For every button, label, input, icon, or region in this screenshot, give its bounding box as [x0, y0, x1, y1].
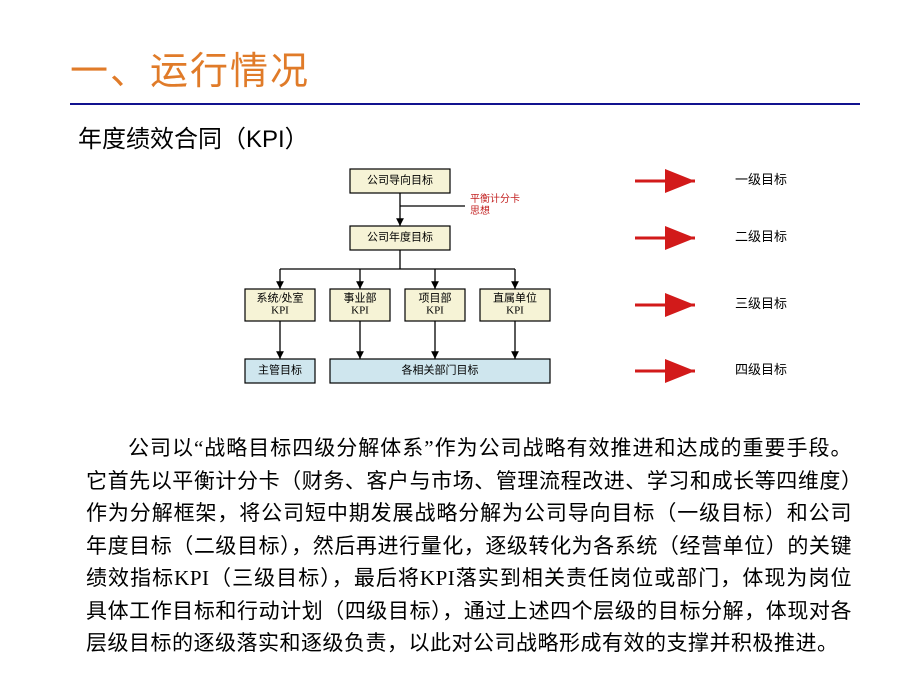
svg-text:主管目标: 主管目标 [258, 363, 302, 377]
diagram-container: 公司导向目标公司年度目标系统/处室KPI事业部KPI项目部KPI直属单位KPI主… [240, 164, 860, 404]
svg-text:KPI: KPI [271, 305, 289, 317]
svg-text:二级目标: 二级目标 [735, 229, 787, 244]
svg-text:公司导向目标: 公司导向目标 [367, 173, 433, 187]
subtitle: 年度绩效合同（KPI） [78, 119, 860, 154]
svg-text:事业部: 事业部 [344, 291, 377, 305]
svg-text:项目部: 项目部 [419, 291, 452, 305]
svg-text:系统/处室: 系统/处室 [256, 291, 303, 305]
body-paragraph: 公司以“战略目标四级分解体系”作为公司战略有效推进和达成的重要手段。它首先以平衡… [86, 432, 852, 660]
svg-text:思想: 思想 [470, 204, 490, 217]
svg-text:直属单位: 直属单位 [493, 291, 537, 305]
svg-text:一级目标: 一级目标 [735, 172, 787, 187]
svg-text:公司年度目标: 公司年度目标 [367, 230, 433, 244]
svg-text:四级目标: 四级目标 [735, 362, 787, 377]
section-title: 一、运行情况 [70, 40, 860, 95]
svg-text:KPI: KPI [506, 305, 524, 317]
svg-text:各相关部门目标: 各相关部门目标 [402, 363, 479, 377]
svg-text:三级目标: 三级目标 [735, 296, 787, 311]
kpi-decomposition-diagram: 公司导向目标公司年度目标系统/处室KPI事业部KPI项目部KPI直属单位KPI主… [240, 164, 850, 404]
svg-text:KPI: KPI [351, 305, 369, 317]
title-underline [70, 103, 860, 105]
svg-text:KPI: KPI [426, 305, 444, 317]
slide: 一、运行情况 年度绩效合同（KPI） 公司导向目标公司年度目标系统/处室KPI事… [0, 0, 920, 690]
svg-text:平衡计分卡: 平衡计分卡 [470, 192, 520, 205]
